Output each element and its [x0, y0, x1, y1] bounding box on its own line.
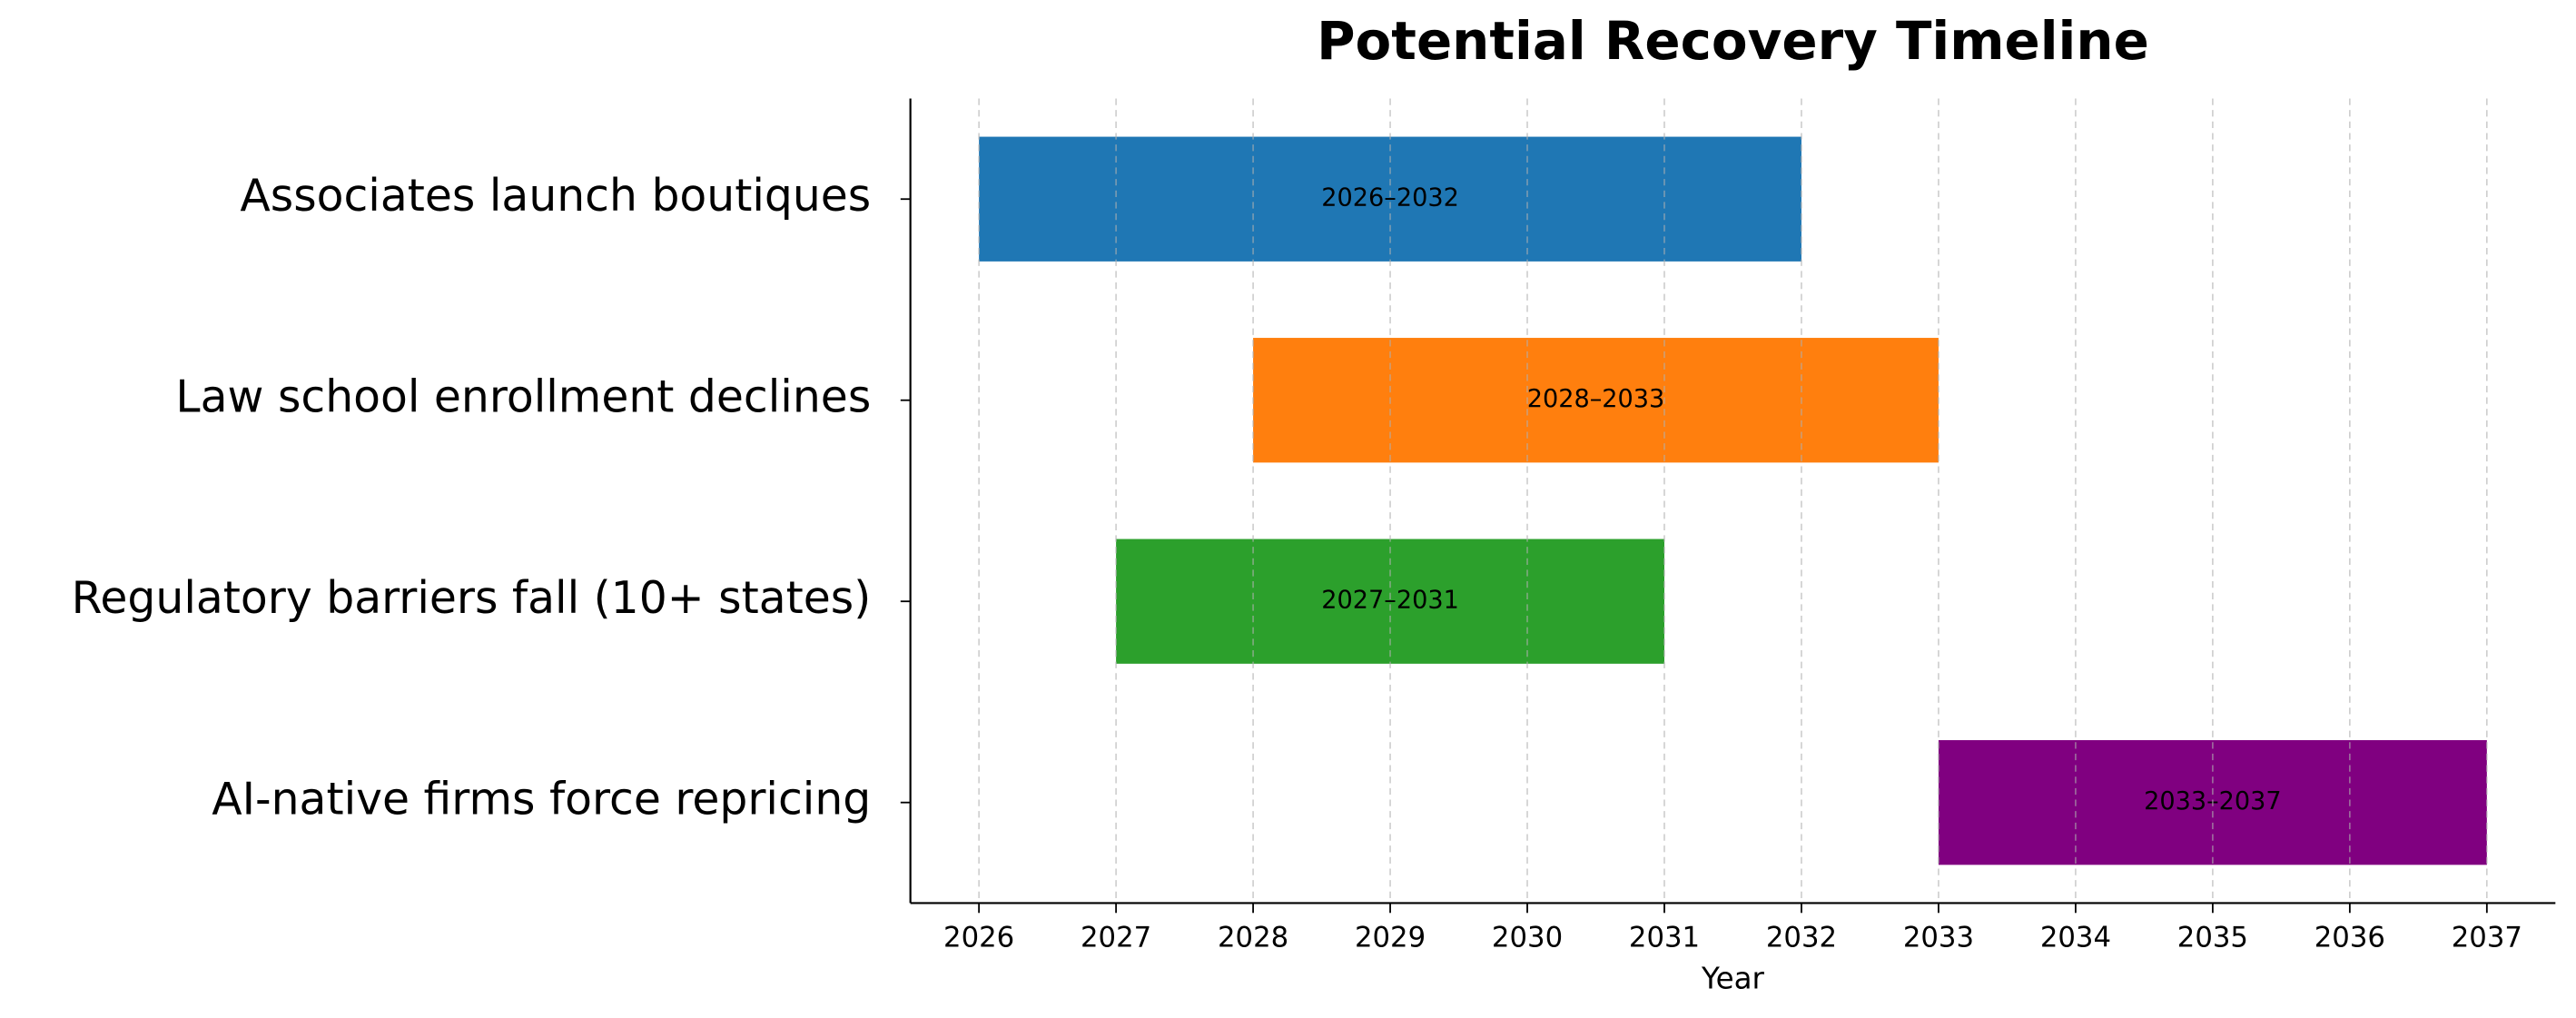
x-tick-label: 2027	[1081, 922, 1151, 954]
value-label: 2028–2033	[1527, 385, 1665, 413]
x-tick-label: 2031	[1629, 922, 1700, 954]
x-tick-label: 2030	[1492, 922, 1563, 954]
x-tick-label: 2029	[1355, 922, 1426, 954]
x-tick-label: 2037	[2452, 922, 2522, 954]
x-tick-label: 2032	[1766, 922, 1837, 954]
x-tick-label: 2036	[2314, 922, 2385, 954]
y-tick-label: Law school enrollment declines	[175, 371, 871, 423]
bar	[1253, 338, 1939, 463]
x-tick-label: 2035	[2177, 922, 2248, 954]
y-tick-label: Regulatory barriers fall (10+ states)	[72, 572, 872, 624]
x-tick-label: 2028	[1218, 922, 1288, 954]
chart-title: Potential Recovery Timeline	[1317, 10, 2149, 72]
x-tick-label: 2034	[2040, 922, 2111, 954]
x-axis-label: Year	[1701, 961, 1764, 995]
x-tick-label: 2026	[943, 922, 1014, 954]
y-tick-label: AI-native firms force repricing	[212, 774, 871, 825]
y-tick-label: Associates launch boutiques	[240, 170, 871, 222]
x-tick-label: 2033	[1903, 922, 1974, 954]
